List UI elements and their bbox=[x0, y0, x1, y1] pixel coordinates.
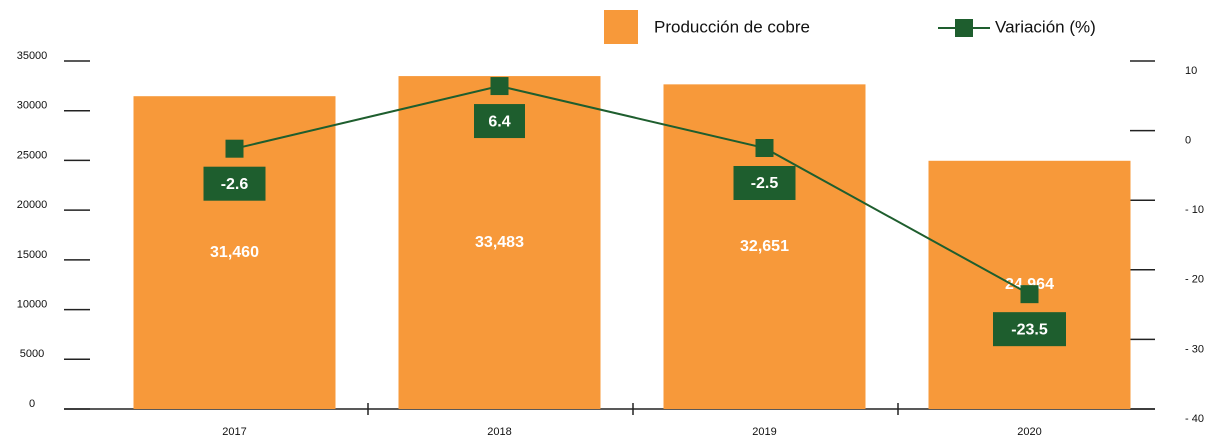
line-marker bbox=[490, 77, 509, 96]
y-tick-label: 30000 bbox=[17, 100, 48, 112]
line-value-label: 6.4 bbox=[488, 113, 510, 130]
line-value-label: -2.5 bbox=[751, 175, 779, 192]
y-tick-label: 5000 bbox=[20, 348, 44, 360]
y-tick-label: 35000 bbox=[17, 50, 48, 62]
legend-label: Producción de cobre bbox=[654, 17, 810, 36]
value-label-box bbox=[993, 312, 1066, 347]
y-tick-label: 15000 bbox=[17, 249, 48, 261]
legend-swatch bbox=[604, 10, 638, 44]
bar bbox=[663, 84, 866, 409]
bar-value-label: 31,460 bbox=[210, 244, 259, 261]
line-marker bbox=[755, 139, 774, 157]
value-label-box bbox=[474, 104, 525, 139]
line-value-label: -23.5 bbox=[1011, 321, 1048, 338]
bar-value-label: 32,651 bbox=[740, 238, 789, 255]
y-tick-label: 0 bbox=[29, 398, 35, 410]
bar-value-label: 24,964 bbox=[1005, 276, 1054, 293]
line-marker bbox=[1020, 285, 1039, 304]
value-label-box bbox=[203, 166, 266, 201]
y2-tick-label: 0 bbox=[1185, 135, 1191, 147]
line-marker bbox=[225, 139, 244, 158]
bar-value-label: 33,483 bbox=[475, 234, 524, 251]
y-tick-label: 20000 bbox=[17, 199, 48, 211]
y2-tick-label: - 20 bbox=[1185, 274, 1204, 286]
line-value-label: -2.6 bbox=[221, 176, 249, 193]
legend-marker bbox=[955, 19, 973, 37]
x-tick-label: 2019 bbox=[752, 426, 776, 438]
y2-tick-label: - 40 bbox=[1185, 413, 1204, 425]
x-tick-label: 2018 bbox=[487, 426, 511, 438]
line bbox=[234, 85, 1030, 296]
x-tick-label: 2017 bbox=[222, 426, 246, 438]
y2-tick-label: 10 bbox=[1185, 65, 1197, 77]
y2-tick-label: - 30 bbox=[1185, 343, 1204, 355]
value-label-box bbox=[733, 166, 796, 200]
bar bbox=[928, 160, 1131, 409]
x-tick-label: 2020 bbox=[1017, 426, 1041, 438]
y-tick-label: 10000 bbox=[17, 298, 48, 310]
y-tick-label: 25000 bbox=[17, 149, 48, 161]
y2-tick-label: - 10 bbox=[1185, 204, 1204, 216]
legend-label: Variación (%) bbox=[995, 17, 1096, 36]
